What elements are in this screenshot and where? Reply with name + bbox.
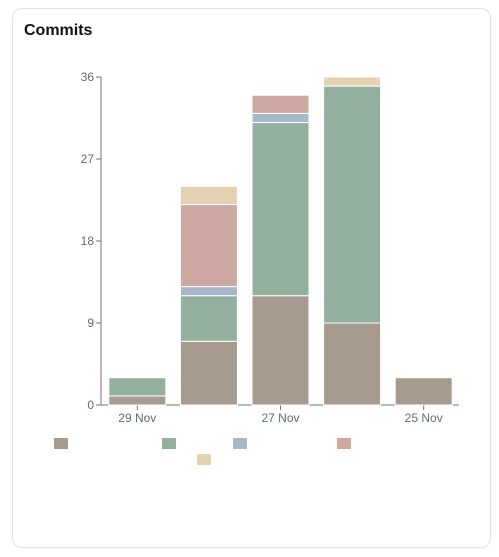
y-tick-label: 36 [81,70,95,84]
bar-segment [179,340,238,406]
bar-segment [394,377,453,406]
bars [108,76,453,406]
x-tick-label: 25 Nov [405,411,443,425]
legend-swatch [54,438,68,449]
bar-segment [179,185,238,206]
bar-segment [323,76,382,87]
y-tick-label: 0 [87,398,94,412]
bar-segment [179,295,238,342]
x-tick-label: 29 Nov [118,411,156,425]
bar-segment [251,94,310,114]
y-tick-label: 27 [81,152,95,166]
bar-segment [251,295,310,406]
bar-segment [251,122,310,297]
legend-swatch [337,438,351,449]
y-tick-label: 18 [81,234,95,248]
y-tick-label: 9 [87,316,94,330]
bar-segment [108,377,167,397]
bar-segment [108,395,167,406]
bar-segment [179,286,238,297]
legend [54,438,351,465]
chart-title: Commits [24,22,93,39]
bar-segment [323,85,382,324]
legend-swatch [197,454,211,465]
axes: 0 9 18 27 36 29 Nov 27 Nov 25 Nov [81,70,459,425]
bar-segment [323,322,382,406]
bar-segment [251,112,310,124]
legend-swatch [233,438,247,449]
legend-swatch [162,438,176,449]
bar-segment [179,204,238,288]
x-tick-label: 27 Nov [261,411,299,425]
